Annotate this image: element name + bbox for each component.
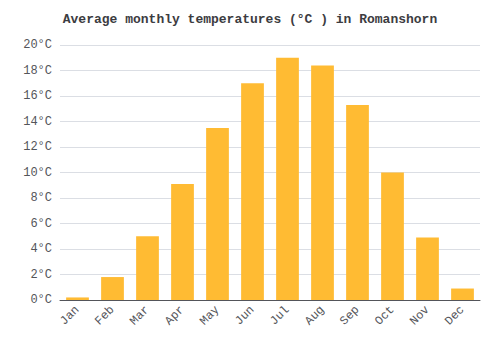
svg-text:14°C: 14°C bbox=[23, 115, 52, 129]
svg-text:10°C: 10°C bbox=[23, 166, 52, 180]
svg-text:Feb: Feb bbox=[92, 303, 117, 328]
svg-text:Dec: Dec bbox=[442, 303, 467, 328]
svg-text:8°C: 8°C bbox=[30, 191, 52, 205]
svg-text:Jan: Jan bbox=[57, 303, 82, 328]
svg-text:2°C: 2°C bbox=[30, 268, 52, 282]
svg-text:May: May bbox=[197, 303, 222, 328]
svg-text:Average monthly temperatures (: Average monthly temperatures (°C ) in Ro… bbox=[63, 12, 438, 27]
svg-text:0°C: 0°C bbox=[30, 293, 52, 307]
svg-text:16°C: 16°C bbox=[23, 89, 52, 103]
svg-text:18°C: 18°C bbox=[23, 64, 52, 78]
svg-text:Mar: Mar bbox=[127, 303, 152, 328]
svg-text:6°C: 6°C bbox=[30, 217, 52, 231]
svg-text:Nov: Nov bbox=[407, 303, 432, 328]
svg-text:4°C: 4°C bbox=[30, 242, 52, 256]
svg-text:20°C: 20°C bbox=[23, 38, 52, 52]
svg-text:Aug: Aug bbox=[302, 303, 327, 328]
svg-text:Jul: Jul bbox=[267, 303, 292, 328]
svg-text:Oct: Oct bbox=[372, 303, 397, 328]
svg-text:Sep: Sep bbox=[337, 303, 362, 328]
svg-text:12°C: 12°C bbox=[23, 140, 52, 154]
svg-text:Jun: Jun bbox=[232, 303, 257, 328]
svg-text:Apr: Apr bbox=[162, 303, 187, 328]
